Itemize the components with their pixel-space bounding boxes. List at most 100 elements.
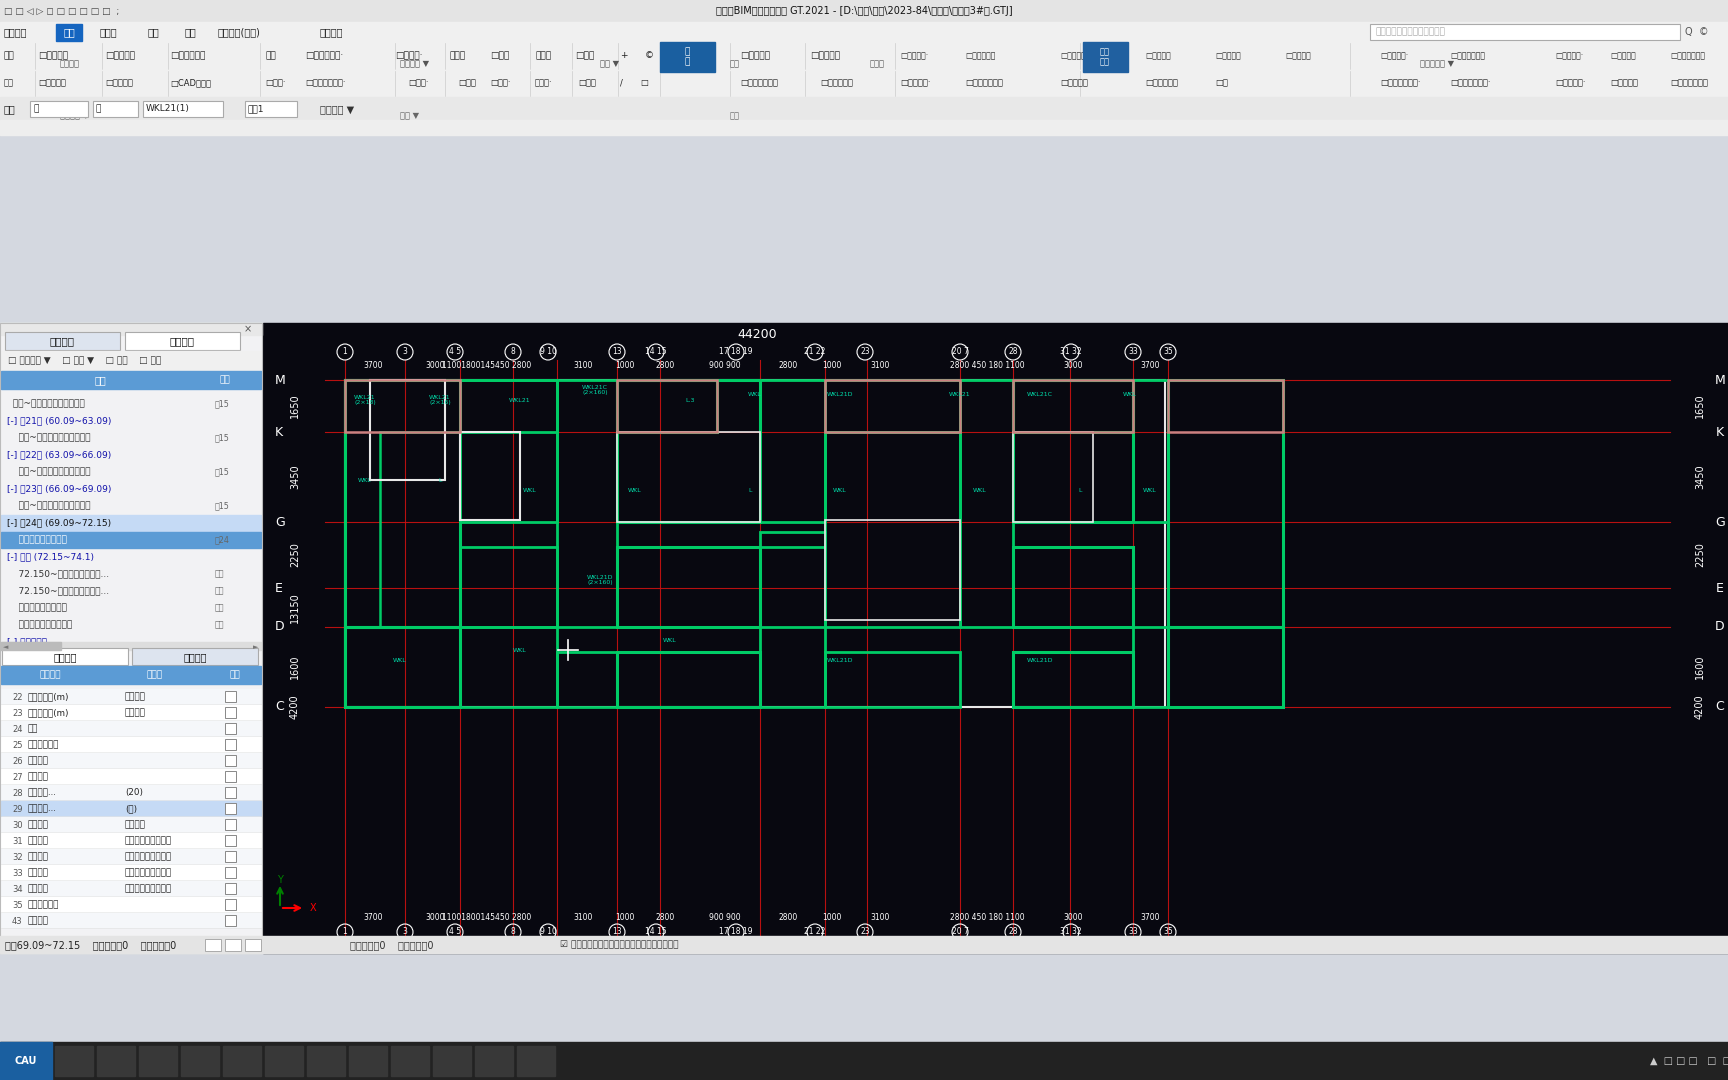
Text: □CAD图层变: □CAD图层变 bbox=[169, 79, 211, 87]
Bar bbox=[2, 515, 261, 531]
Text: 33: 33 bbox=[1128, 348, 1137, 356]
Text: M: M bbox=[275, 374, 285, 387]
Text: 接续设置: 接续设置 bbox=[28, 885, 48, 893]
Text: 按默认接续设置计算: 按默认接续设置计算 bbox=[124, 885, 173, 893]
Bar bbox=[824, 380, 961, 432]
Text: 层顶: 层顶 bbox=[214, 604, 225, 612]
Text: 三级抗震: 三级抗震 bbox=[124, 821, 145, 829]
Text: 2800: 2800 bbox=[778, 913, 798, 921]
Bar bbox=[460, 380, 556, 432]
Text: □复制到楼层·: □复制到楼层· bbox=[306, 52, 344, 60]
Bar bbox=[55, 1047, 93, 1076]
Text: 层15: 层15 bbox=[214, 501, 230, 511]
Bar bbox=[225, 804, 237, 814]
Text: 21 22: 21 22 bbox=[804, 348, 826, 356]
Text: □设置籍距·: □设置籍距· bbox=[1555, 79, 1586, 87]
Text: 1600: 1600 bbox=[1695, 654, 1706, 679]
Text: 3100: 3100 bbox=[574, 362, 593, 370]
Text: □生成构架: □生成构架 bbox=[1146, 52, 1172, 60]
Text: 层15: 层15 bbox=[214, 400, 230, 408]
Text: 17 18 19: 17 18 19 bbox=[719, 348, 753, 356]
Text: WKL: WKL bbox=[1123, 392, 1137, 397]
Bar bbox=[124, 332, 240, 350]
Text: 1: 1 bbox=[342, 928, 347, 936]
Text: □设置比例: □设置比例 bbox=[105, 52, 135, 60]
Text: 工程量: 工程量 bbox=[100, 27, 118, 37]
Text: 1000: 1000 bbox=[823, 362, 842, 370]
Text: 13: 13 bbox=[612, 348, 622, 356]
Text: 云端: 云端 bbox=[185, 27, 197, 37]
Bar bbox=[245, 102, 297, 117]
Bar bbox=[460, 546, 556, 627]
Text: 28: 28 bbox=[12, 788, 22, 797]
Bar bbox=[556, 380, 617, 627]
Text: Q  ©: Q © bbox=[1685, 27, 1709, 37]
Text: E: E bbox=[1716, 581, 1725, 594]
Text: □平编辑变量: □平编辑变量 bbox=[821, 79, 854, 87]
Text: □查找图元: □查找图元 bbox=[38, 52, 67, 60]
Text: 2250: 2250 bbox=[290, 542, 301, 567]
Bar bbox=[2, 833, 261, 848]
Text: WKL: WKL bbox=[513, 648, 527, 652]
Text: 屋顶层梁平法施工图: 屋顶层梁平法施工图 bbox=[7, 536, 67, 544]
Text: 层24: 层24 bbox=[214, 536, 230, 544]
Text: 22: 22 bbox=[12, 692, 22, 702]
Text: 选中图元：0    隐藏图元：0: 选中图元：0 隐藏图元：0 bbox=[351, 940, 434, 950]
Text: 节点设置: 节点设置 bbox=[28, 868, 48, 877]
Text: 72.150~屋面造型顶墙柱平...: 72.150~屋面造型顶墙柱平... bbox=[7, 569, 109, 579]
Text: 3000: 3000 bbox=[1063, 913, 1083, 921]
Text: 备注: 备注 bbox=[28, 725, 38, 733]
Bar bbox=[1013, 380, 1134, 432]
Text: 选择: 选择 bbox=[3, 79, 14, 87]
Text: [-] 第21层 (60.09~63.09): [-] 第21层 (60.09~63.09) bbox=[7, 417, 111, 426]
Text: WKL: WKL bbox=[394, 658, 406, 662]
Text: 确定: 确定 bbox=[219, 376, 230, 384]
Text: 绘图: 绘图 bbox=[729, 59, 740, 68]
Text: 1650: 1650 bbox=[1695, 394, 1706, 418]
Text: 属性名称: 属性名称 bbox=[40, 671, 60, 679]
Text: 图纸管理: 图纸管理 bbox=[169, 336, 195, 346]
Text: □移动: □移动 bbox=[458, 79, 475, 87]
Bar bbox=[617, 652, 760, 707]
Text: 属性列表: 属性列表 bbox=[54, 652, 76, 662]
Text: 2800 450 180 1100: 2800 450 180 1100 bbox=[950, 362, 1025, 370]
Text: 图层管理: 图层管理 bbox=[183, 652, 207, 662]
Text: 梁: 梁 bbox=[97, 105, 102, 113]
Text: □偏移: □偏移 bbox=[575, 52, 594, 60]
Text: [-] 第22层 (63.09~66.09): [-] 第22层 (63.09~66.09) bbox=[7, 450, 111, 459]
Text: □显示示筋: □显示示筋 bbox=[1610, 79, 1638, 87]
Bar bbox=[1168, 627, 1282, 707]
Bar bbox=[2, 865, 261, 880]
Text: 3: 3 bbox=[403, 348, 408, 356]
Bar bbox=[225, 787, 237, 798]
Text: L: L bbox=[439, 477, 442, 483]
Text: WKL: WKL bbox=[1144, 487, 1156, 492]
Bar bbox=[346, 627, 460, 707]
Text: 3: 3 bbox=[403, 928, 408, 936]
Bar bbox=[0, 1042, 1728, 1080]
Text: □: □ bbox=[639, 79, 648, 87]
Bar bbox=[2, 721, 261, 735]
Text: 起点顶标高(m): 起点顶标高(m) bbox=[28, 692, 69, 702]
Text: 3000: 3000 bbox=[425, 362, 444, 370]
Text: 23: 23 bbox=[861, 348, 869, 356]
Bar bbox=[2, 666, 261, 684]
Text: /: / bbox=[620, 79, 622, 87]
Text: D: D bbox=[275, 621, 285, 634]
Bar bbox=[460, 380, 556, 522]
Bar bbox=[0, 120, 1728, 135]
Text: 4 5: 4 5 bbox=[449, 348, 461, 356]
Text: 屋顶标高: 屋顶标高 bbox=[124, 692, 145, 702]
Text: □显示模筋节点: □显示模筋节点 bbox=[1669, 52, 1706, 60]
Text: 4200: 4200 bbox=[1695, 694, 1706, 719]
Text: □显示吊筋: □显示吊筋 bbox=[1610, 52, 1636, 60]
Text: WKL21D
(2×160): WKL21D (2×160) bbox=[588, 575, 613, 585]
Text: 17 18 19: 17 18 19 bbox=[719, 928, 753, 936]
Text: [-] 第24层 (69.09~72.15): [-] 第24层 (69.09~72.15) bbox=[7, 518, 111, 527]
Text: [-] 未对应图纸: [-] 未对应图纸 bbox=[7, 637, 47, 647]
Text: L: L bbox=[1078, 487, 1082, 492]
Bar bbox=[181, 1047, 219, 1076]
Text: ►: ► bbox=[252, 644, 257, 650]
Text: 13150: 13150 bbox=[290, 593, 301, 623]
Bar bbox=[143, 102, 223, 117]
